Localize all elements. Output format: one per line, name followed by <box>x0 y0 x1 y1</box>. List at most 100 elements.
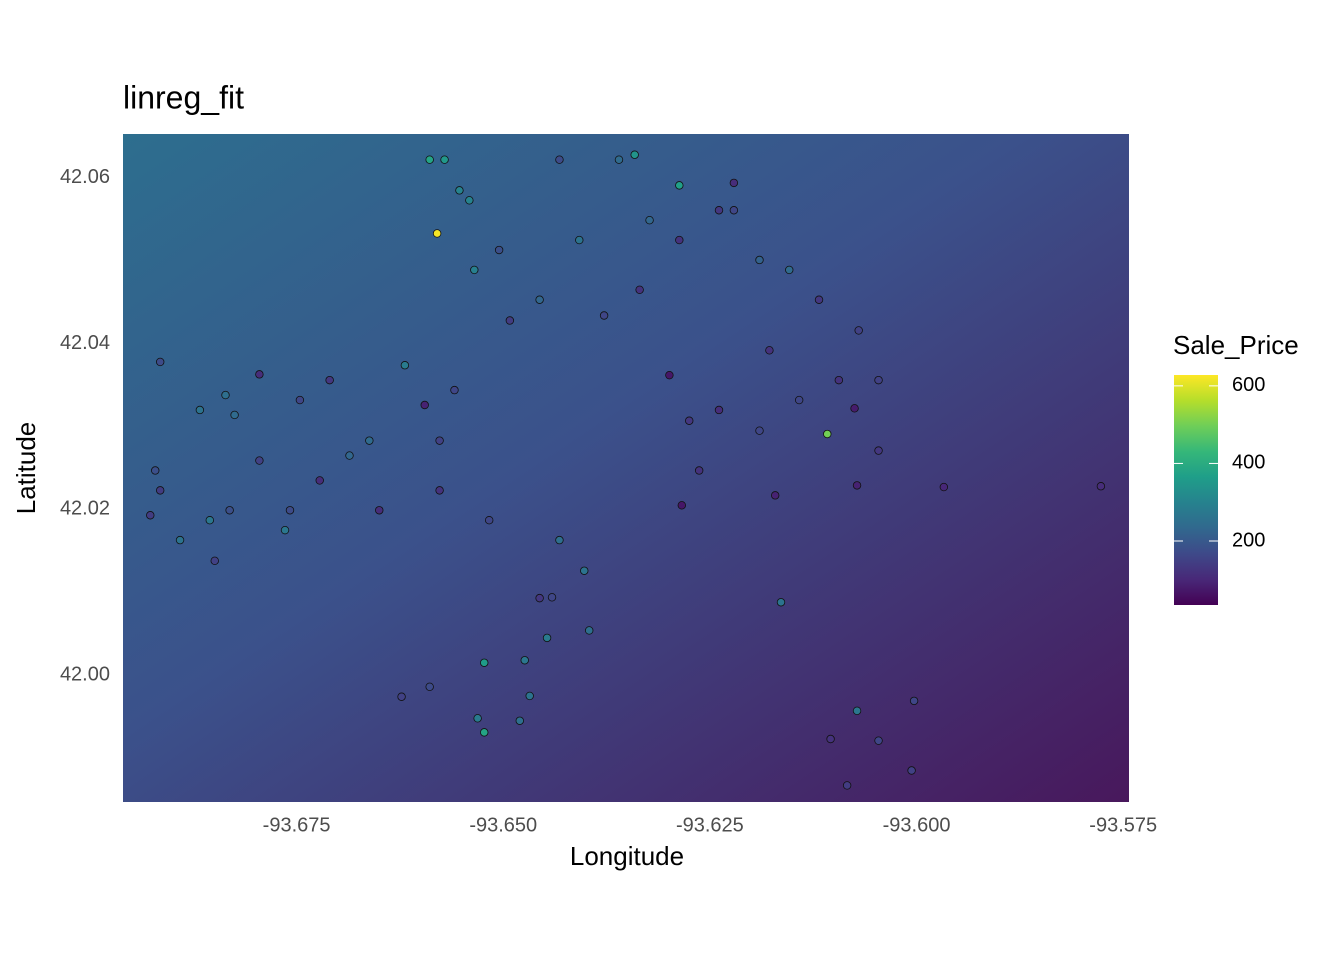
x-tick-label: -93.625 <box>676 814 744 836</box>
point <box>776 598 786 607</box>
point <box>146 511 155 520</box>
point <box>729 206 739 215</box>
point <box>675 235 684 245</box>
point <box>785 265 794 275</box>
point <box>365 436 374 445</box>
point <box>285 506 295 515</box>
point <box>1096 482 1106 491</box>
point <box>470 265 479 275</box>
colorbar-tick-label: 400 <box>1232 452 1265 474</box>
point <box>155 357 165 367</box>
point <box>397 692 406 701</box>
point <box>345 451 354 460</box>
point <box>542 633 552 643</box>
point <box>425 682 434 691</box>
point <box>874 375 883 385</box>
point <box>826 734 835 744</box>
point <box>771 491 780 500</box>
point <box>210 556 219 566</box>
point <box>834 375 844 385</box>
point <box>614 155 624 164</box>
point <box>694 466 704 475</box>
point <box>599 311 609 320</box>
point <box>455 186 464 195</box>
point <box>677 501 686 510</box>
point <box>675 181 684 190</box>
point <box>515 716 524 725</box>
point <box>450 385 459 395</box>
x-tick-label: -93.650 <box>469 814 537 836</box>
point <box>755 426 764 435</box>
point <box>850 404 859 413</box>
point <box>907 766 916 775</box>
point <box>494 245 504 255</box>
point <box>295 395 305 405</box>
point <box>435 486 444 495</box>
point <box>280 525 290 535</box>
x-axis-label: Longitude <box>570 841 684 871</box>
point <box>729 178 739 188</box>
point <box>535 295 544 304</box>
point <box>151 466 160 475</box>
colorbar-tick-label: 600 <box>1232 374 1265 396</box>
point <box>484 516 494 525</box>
point <box>221 390 230 400</box>
point <box>175 535 185 545</box>
point <box>547 593 557 602</box>
point <box>155 486 165 495</box>
point <box>909 696 919 706</box>
point <box>714 405 724 415</box>
point <box>874 736 883 745</box>
point <box>630 150 639 159</box>
point <box>435 436 444 445</box>
point <box>685 416 694 425</box>
chart-title: linreg_fit <box>123 79 244 115</box>
point <box>505 316 515 325</box>
fit-surface <box>123 134 1129 802</box>
point <box>225 506 234 515</box>
y-tick-label: 42.04 <box>60 332 110 354</box>
point <box>852 481 862 490</box>
point <box>814 295 824 304</box>
point <box>400 361 410 370</box>
point <box>823 429 832 439</box>
point <box>852 706 862 716</box>
point <box>473 714 482 723</box>
point <box>440 155 449 164</box>
point <box>520 656 529 665</box>
point <box>375 506 384 515</box>
x-tick-label: -93.600 <box>883 814 951 836</box>
point <box>714 206 724 215</box>
point <box>255 370 264 379</box>
point <box>425 155 434 164</box>
y-tick-label: 42.00 <box>60 663 110 685</box>
x-tick-label: -93.575 <box>1089 814 1157 836</box>
y-tick-label: 42.02 <box>60 498 110 520</box>
point <box>480 658 489 667</box>
point <box>420 400 429 410</box>
y-tick-label: 42.06 <box>60 166 110 188</box>
point <box>230 410 239 420</box>
point <box>255 456 264 465</box>
point <box>555 535 564 545</box>
point <box>635 285 644 295</box>
point <box>645 215 654 225</box>
x-tick-label: -93.675 <box>263 814 331 836</box>
point <box>755 255 764 265</box>
point <box>575 235 584 245</box>
point <box>315 476 324 485</box>
point <box>535 593 544 603</box>
point <box>854 326 863 335</box>
colorbar-tick-label: 200 <box>1232 529 1265 551</box>
point <box>480 728 489 737</box>
point <box>205 516 214 525</box>
point <box>525 691 534 701</box>
point <box>765 346 774 355</box>
point <box>794 395 804 405</box>
point <box>325 375 334 385</box>
y-axis-label: Latitude <box>11 422 41 515</box>
point <box>874 446 883 455</box>
point <box>939 482 949 492</box>
point <box>585 626 594 635</box>
